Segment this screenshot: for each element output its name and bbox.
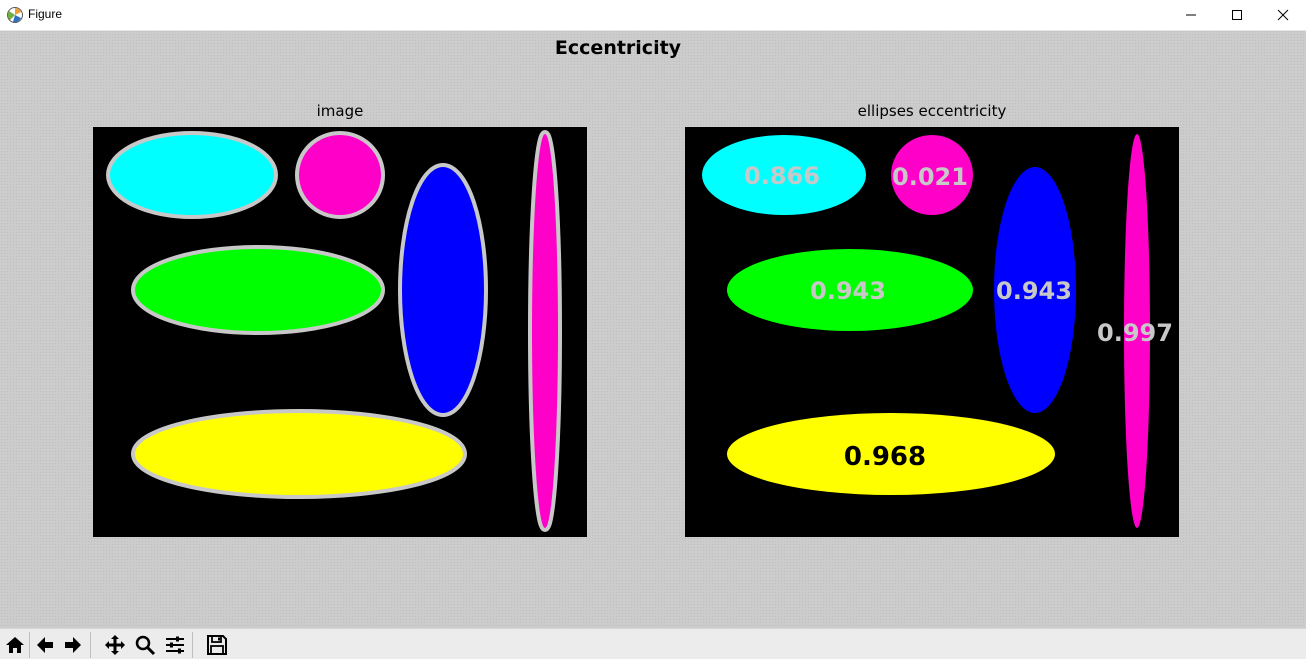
yellow-ellipse: [135, 413, 463, 495]
minimize-button[interactable]: [1168, 0, 1214, 30]
magenta-circle: [891, 135, 973, 215]
magenta-circle-eccentricity-label: 0.021: [892, 163, 968, 191]
subplots-config-icon: [166, 636, 184, 654]
toolbar-separator: [90, 632, 91, 658]
window-title: Figure: [28, 7, 63, 21]
cyan-eccentricity-label: 0.866: [744, 162, 820, 190]
green-ellipse: [727, 249, 973, 331]
left-image-panel[interactable]: [93, 127, 587, 537]
figure-suptitle: Eccentricity: [554, 37, 682, 59]
magenta-circle: [299, 135, 381, 215]
home-icon: [6, 637, 24, 653]
right-axes-title: ellipses eccentricity: [857, 102, 1007, 120]
minimize-icon: [1186, 14, 1196, 16]
left-axes-title: image: [316, 102, 364, 120]
forward-button[interactable]: [60, 632, 86, 658]
close-icon: [1277, 9, 1289, 21]
right-eccentricity-panel[interactable]: 0.866 0.021 0.943 0.943 0.997 0.968: [685, 127, 1179, 537]
zoom-icon: [135, 635, 156, 656]
close-button[interactable]: [1260, 0, 1306, 30]
navigation-toolbar: [0, 628, 1306, 659]
yellow-ellipse: [727, 413, 1055, 495]
magenta-thin-eccentricity-label: 0.997: [1097, 319, 1173, 347]
pan-icon: [105, 635, 125, 655]
blue-vertical-ellipse: [402, 167, 484, 413]
pan-button[interactable]: [102, 632, 128, 658]
toolbar-separator: [29, 632, 30, 658]
save-button[interactable]: [204, 632, 230, 658]
back-button[interactable]: [32, 632, 58, 658]
green-ellipse: [135, 249, 381, 331]
zoom-button[interactable]: [132, 632, 158, 658]
maximize-button[interactable]: [1214, 0, 1260, 30]
blue-vertical-ellipse: [994, 167, 1076, 413]
green-eccentricity-label: 0.943: [810, 277, 886, 305]
home-button[interactable]: [2, 632, 28, 658]
matplotlib-icon: [7, 7, 23, 23]
subplots-config-button[interactable]: [162, 632, 188, 658]
yellow-eccentricity-label: 0.968: [844, 442, 926, 472]
forward-arrow-icon: [65, 637, 81, 653]
blue-eccentricity-label: 0.943: [996, 277, 1072, 305]
save-icon: [207, 635, 227, 655]
magenta-thin-ellipse: [532, 134, 558, 528]
back-arrow-icon: [37, 637, 53, 653]
toolbar-separator: [192, 632, 193, 658]
maximize-icon: [1232, 10, 1242, 20]
magenta-thin-ellipse: [1124, 134, 1150, 528]
window-titlebar: Figure: [0, 0, 1306, 31]
cyan-ellipse: [110, 135, 274, 215]
cyan-ellipse: [702, 135, 866, 215]
